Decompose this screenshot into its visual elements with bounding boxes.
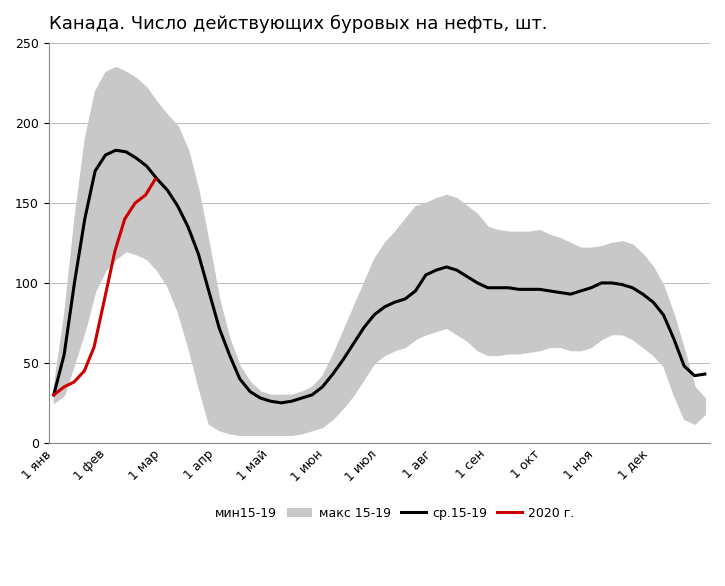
- Legend: мин15-19, макс 15-19, ср.15-19, 2020 г.: мин15-19, макс 15-19, ср.15-19, 2020 г.: [179, 502, 579, 524]
- Text: Канада. Число действующих буровых на нефть, шт.: Канада. Число действующих буровых на неф…: [49, 15, 547, 33]
